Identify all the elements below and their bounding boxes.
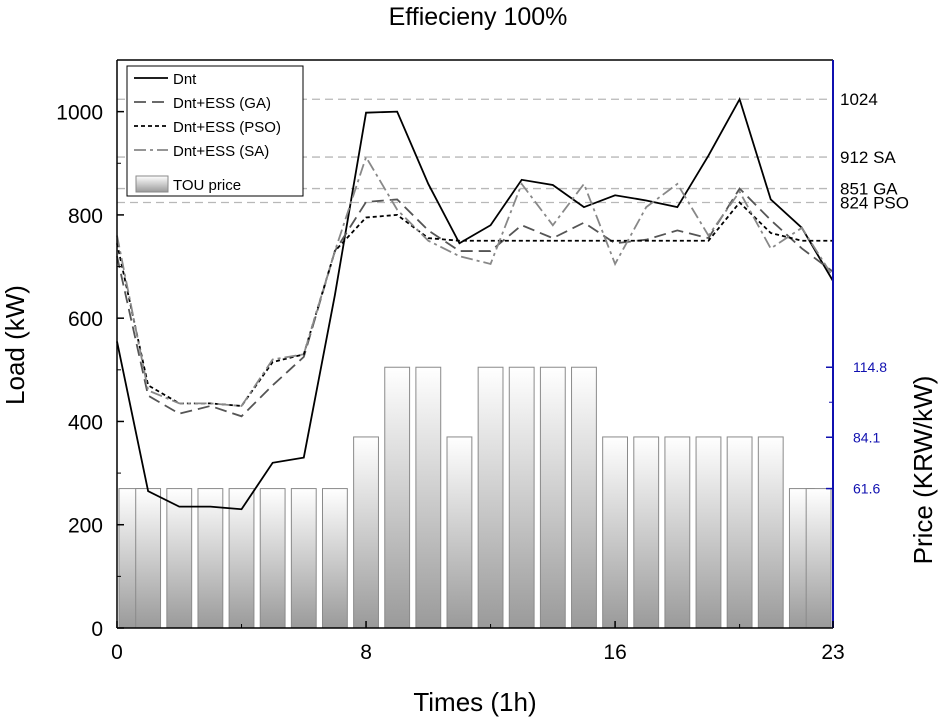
- price-bar: [805, 488, 832, 629]
- y-tick-label: 1000: [56, 102, 103, 125]
- x-tick-label: 8: [360, 641, 372, 664]
- legend-box: [126, 65, 304, 197]
- x-tick-label: 23: [821, 641, 844, 664]
- series-line: [116, 187, 834, 418]
- y-tick-label: 200: [68, 515, 103, 538]
- x-tick-label: 0: [111, 641, 123, 664]
- series-line: [116, 154, 834, 407]
- y-axis-label: Load (kW): [0, 285, 30, 405]
- series-line: [116, 96, 834, 511]
- price-bar: [446, 436, 473, 629]
- price-bar: [415, 366, 442, 629]
- legend-label: Dnt+ESS (PSO): [173, 119, 281, 136]
- price-bar: [228, 488, 255, 629]
- reference-label: 912 SA: [840, 148, 896, 167]
- price-bar: [757, 436, 784, 629]
- legend-label: Dnt+ESS (GA): [173, 95, 271, 112]
- series-lines: [116, 96, 834, 511]
- price-bar: [321, 488, 348, 629]
- price-bar: [384, 366, 411, 629]
- legend-bar-swatch: [135, 175, 169, 193]
- y-tick-label: 0: [91, 618, 103, 641]
- y2-tick-label: 114.8: [853, 359, 887, 375]
- chart-title: Effiecieny 100%: [389, 3, 568, 31]
- price-bar: [508, 366, 535, 629]
- price-bars: [118, 366, 832, 629]
- y2-tick-label: 84.1: [853, 429, 880, 445]
- y-tick-label: 600: [68, 308, 103, 331]
- legend-label: Dnt+ESS (SA): [173, 143, 269, 160]
- legend-label: TOU price: [173, 177, 241, 194]
- y-tick-label: 800: [68, 205, 103, 228]
- legend: Dnt Dnt+ESS (GA) Dnt+ESS (PSO) Dnt+ESS (SA)…: [126, 65, 304, 197]
- x-tick-label: 16: [603, 641, 626, 664]
- price-bar: [477, 366, 504, 629]
- price-bar: [166, 488, 193, 629]
- price-bar: [539, 366, 566, 629]
- price-bar: [571, 366, 597, 629]
- price-bar: [695, 436, 722, 629]
- price-bar: [259, 488, 286, 629]
- price-bar: [135, 488, 162, 629]
- price-bar: [197, 488, 224, 629]
- reference-label: 1024: [840, 90, 878, 109]
- y-tick-label: 400: [68, 411, 103, 434]
- reference-label: 851 GA: [840, 180, 898, 199]
- price-bar: [726, 436, 753, 629]
- price-bar: [290, 488, 317, 629]
- axes: 0 200 400 600 800 1000 0 8 16 23 61.6 84.1 114.8: [56, 102, 887, 664]
- plot-frame: [116, 59, 834, 629]
- price-bar: [602, 436, 629, 629]
- x-axis-label: Times (1h): [413, 687, 536, 717]
- reference-label: 824 PSO: [840, 194, 909, 213]
- price-bar: [353, 436, 379, 629]
- y2-axis-label: Price (KRW/kW): [908, 376, 938, 565]
- price-bar: [633, 436, 660, 629]
- y2-tick-label: 61.6: [853, 481, 880, 497]
- legend-label: Dnt: [173, 71, 197, 88]
- series-line: [116, 201, 833, 407]
- price-bar: [664, 436, 691, 629]
